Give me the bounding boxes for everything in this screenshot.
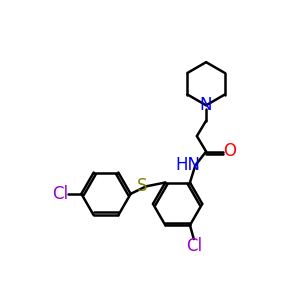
Text: HN: HN	[175, 156, 200, 174]
Text: Cl: Cl	[52, 185, 68, 203]
Text: O: O	[223, 142, 236, 160]
Text: N: N	[200, 96, 212, 114]
Text: S: S	[137, 177, 148, 195]
Text: Cl: Cl	[186, 237, 202, 255]
